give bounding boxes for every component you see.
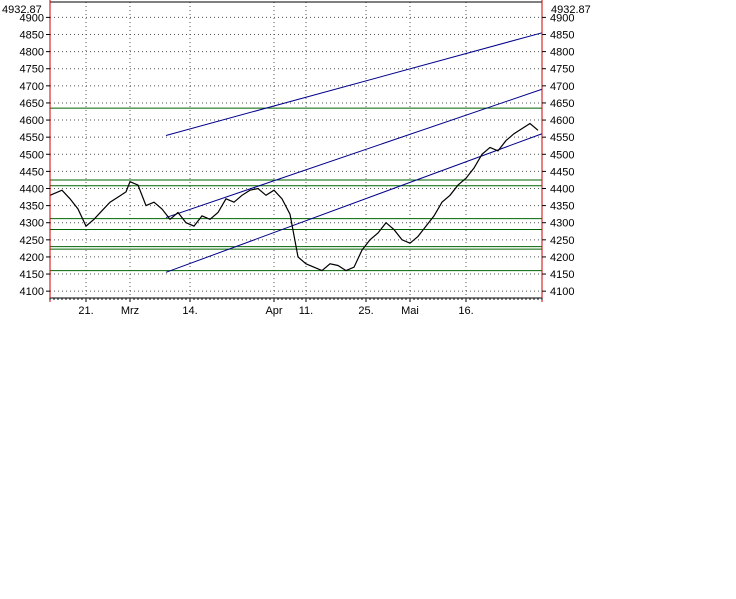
y-tick-label-right: 4550 xyxy=(550,132,574,144)
x-tick-label: Mai xyxy=(401,305,419,317)
plot-frame xyxy=(49,0,543,302)
last-value-label-left: 4932.87 xyxy=(2,4,42,16)
x-tick-label: 21. xyxy=(78,305,93,317)
y-tick-label-right: 4350 xyxy=(550,201,574,213)
x-tick-label: 14. xyxy=(182,305,197,317)
price-series-line xyxy=(49,122,539,272)
trendlines xyxy=(165,32,543,273)
y-tick-label-right: 4700 xyxy=(550,81,574,93)
y-tick-label-right: 4650 xyxy=(550,98,574,110)
y-tick-label-left: 4100 xyxy=(20,286,44,298)
y-tick-label-right: 4750 xyxy=(550,64,574,76)
y-tick-label-left: 4250 xyxy=(20,235,44,247)
trend-channel-line xyxy=(165,133,543,273)
last-value-label-right: 4932.87 xyxy=(551,4,591,16)
y-tick-label-left: 4650 xyxy=(20,98,44,110)
y-tick-label-left: 4400 xyxy=(20,183,44,195)
y-tick-label-left: 4900 xyxy=(20,12,44,24)
trend-channel-line xyxy=(165,32,543,136)
y-tick-label-right: 4500 xyxy=(550,149,574,161)
y-axis-right: 4100 4150 4200 4250 4300 4350 4400 4450 4500 4550… xyxy=(542,12,574,298)
plot-border xyxy=(49,1,543,299)
horizontal-levels xyxy=(50,107,542,272)
y-tick-label-left: 4150 xyxy=(20,269,44,281)
y-tick-label-right: 4400 xyxy=(550,183,574,195)
y-tick-label-left: 4800 xyxy=(20,47,44,59)
y-tick-label-right: 4300 xyxy=(550,218,574,230)
x-tick-label: 16. xyxy=(458,305,473,317)
y-tick-label-left: 4700 xyxy=(20,81,44,93)
x-tick-label: Mrz xyxy=(121,305,139,317)
x-axis: 21. Mrz 14. Apr 11. 25. Mai 16. xyxy=(49,298,543,317)
y-tick-label-left: 4200 xyxy=(20,252,44,264)
x-tick-label: Apr xyxy=(265,305,282,317)
y-axis-left: 4100 4150 4200 4250 4300 4350 4400 4450 4500 4550… xyxy=(20,12,50,298)
y-tick-label-right: 4150 xyxy=(550,269,574,281)
y-tick-label-right: 4850 xyxy=(550,30,574,42)
y-tick-label-right: 4600 xyxy=(550,115,574,127)
y-tick-label-right: 4450 xyxy=(550,166,574,178)
x-tick-label: 11. xyxy=(299,305,313,317)
y-tick-label-right: 4200 xyxy=(550,252,574,264)
y-tick-label-right: 4900 xyxy=(550,12,574,24)
y-tick-label-left: 4550 xyxy=(20,132,44,144)
y-tick-label-left: 4500 xyxy=(20,149,44,161)
grid-layer xyxy=(50,2,542,298)
y-tick-label-left: 4750 xyxy=(20,64,44,76)
y-tick-label-left: 4350 xyxy=(20,201,44,213)
y-tick-label-left: 4450 xyxy=(20,166,44,178)
x-tick-label: 25. xyxy=(358,305,373,317)
y-tick-label-left: 4850 xyxy=(20,30,44,42)
y-tick-label-right: 4250 xyxy=(550,235,574,247)
y-tick-label-left: 4600 xyxy=(20,115,44,127)
y-tick-label-right: 4100 xyxy=(550,286,574,298)
trend-channel-line xyxy=(165,88,543,219)
y-tick-label-right: 4800 xyxy=(550,47,574,59)
series-layer xyxy=(49,122,539,272)
y-tick-label-left: 4300 xyxy=(20,218,44,230)
